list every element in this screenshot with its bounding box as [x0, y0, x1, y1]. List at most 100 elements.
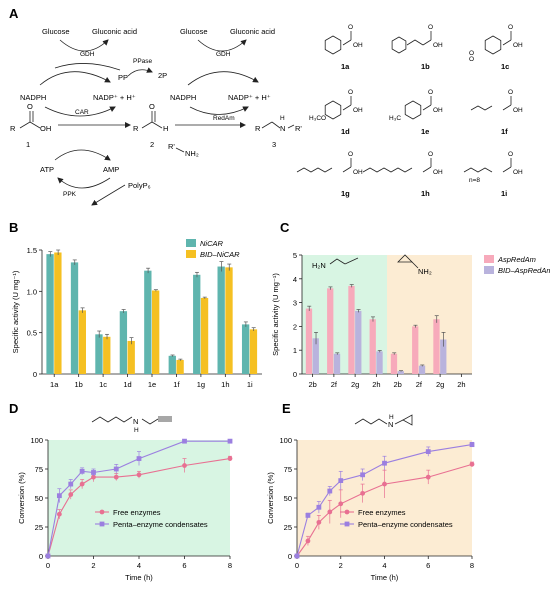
svg-text:N: N [388, 420, 393, 429]
bar-2g-0 [433, 319, 440, 374]
legend-label: Free enzymes [358, 508, 406, 517]
carboxyl-bond [502, 104, 512, 111]
redam-label: RedAm [213, 115, 235, 122]
y-tick-label: 25 [35, 523, 43, 532]
hydroxyl-label: OH [353, 107, 363, 114]
substrate-id: 1d [341, 127, 350, 136]
y-tick-label: 100 [30, 436, 43, 445]
panel-a: A Glucose Gluconic acid GDH NADPH NADP⁺ … [9, 6, 523, 206]
y-axis-label: Specific activity (U mg⁻¹) [271, 273, 280, 356]
bar-2b-1 [312, 338, 319, 374]
bar-2f-1 [418, 365, 426, 374]
y-tick-label: 0 [288, 552, 292, 561]
x-tick-label: 2h [372, 380, 380, 389]
polyp-label: PolyP₆ [128, 181, 151, 190]
amine-number: 3 [272, 140, 276, 149]
ppase-arrow [127, 67, 153, 77]
ppk-label: PPK [63, 191, 77, 198]
chain [406, 39, 424, 46]
bar-2g-0 [348, 285, 355, 374]
data-point [56, 511, 62, 517]
x-tick-label: 1f [173, 380, 180, 389]
x-tick-label: 4 [137, 561, 141, 570]
oxygen-label: O [428, 89, 433, 96]
x-tick-label: 2b [308, 380, 316, 389]
alkyl-chain [362, 167, 413, 173]
data-point [136, 456, 142, 461]
y-tick-label: 0 [33, 370, 37, 379]
substituent-label: O [469, 50, 474, 57]
x-axis-label: Time (h) [125, 573, 153, 582]
x-tick-label: 1d [123, 380, 131, 389]
carboxyl-bond [342, 166, 352, 173]
x-tick-label: 1a [50, 380, 59, 389]
bar-1d-1 [127, 340, 135, 374]
y-tick-label: 75 [284, 465, 292, 474]
atp-label: ATP [40, 165, 54, 174]
bar-2h-0 [369, 319, 376, 374]
data-point [182, 438, 187, 444]
chart-c: 0 1 2 3 4 5 2b 2f 2g 2h 2b 2f 2g 2h Specific activity … [271, 251, 550, 389]
data-point [45, 553, 51, 559]
svg-text:R: R [133, 124, 139, 133]
oxygen-label: O [348, 89, 353, 96]
x-tick-label: 1b [74, 380, 82, 389]
cofactor-arc-1 [39, 71, 111, 86]
panel-d-letter: D [9, 401, 18, 416]
panel-b-letter: B [9, 220, 18, 235]
amine-2-label: NH₂ [418, 267, 432, 276]
hydroxyl-label: OH [513, 107, 523, 114]
bar-1i-1 [249, 329, 258, 374]
svg-text:H: H [280, 115, 285, 122]
amine-1-chain [329, 258, 346, 265]
x-tick-label: 2 [339, 561, 343, 570]
bar-2f-0 [327, 288, 334, 374]
gdh-arc [59, 39, 109, 52]
svg-text:H: H [389, 414, 394, 421]
hydroxyl-label: OH [513, 42, 523, 49]
x-tick-label: 2f [416, 380, 423, 389]
substrate-id: 1a [341, 62, 350, 71]
bar-2g-1 [355, 310, 362, 374]
x-tick-label: 2g [351, 380, 359, 389]
x-tick-label: 2h [457, 380, 465, 389]
bar-1c-0 [95, 334, 103, 374]
oxygen-label: O [508, 89, 513, 96]
carboxyl-bond [342, 104, 352, 111]
hydroxyl-label: OH [433, 169, 443, 176]
benzene-ring [324, 35, 342, 55]
panel-b: B 0 0.5 1.0 1.5 1a 1b 1c 1d 1e 1f 1g 1h 1i Specific a… [9, 220, 262, 389]
y-axis-label: Conversion (%) [266, 472, 275, 524]
y-axis-label: Conversion (%) [17, 472, 26, 524]
nadph-label-2: NADPH [170, 93, 196, 102]
y-axis-label: Specific activity (U mg⁻¹) [11, 270, 20, 353]
carboxyl-bond [502, 39, 512, 46]
substrate-id: 1h [421, 189, 430, 198]
y-tick-label: 75 [35, 465, 43, 474]
data-point [316, 504, 322, 510]
bar-2b-0 [305, 308, 313, 374]
substrate-1a: O OH 1a [324, 24, 363, 71]
x-tick-label: 2 [91, 561, 95, 570]
oxygen-label: O [428, 24, 433, 31]
substrate-id: 1i [501, 189, 507, 198]
legend-label: Penta–enzyme condensates [113, 520, 208, 529]
data-point [327, 488, 333, 494]
ppase-label: PPase [133, 58, 153, 65]
data-point [305, 513, 311, 518]
substrate-1g: O OH 1g [296, 151, 363, 198]
legend-marker [99, 509, 105, 515]
bar-2h-1 [376, 351, 383, 374]
alkyl-chain [296, 167, 333, 173]
substrate-id: 1f [501, 127, 508, 136]
data-point [469, 442, 475, 448]
bar-2f-0 [412, 326, 419, 374]
x-tick-label: 1h [221, 380, 229, 389]
amine-product: R N H R' 3 [255, 115, 302, 149]
legend-swatch [484, 266, 494, 274]
carboxyl-bond [502, 166, 512, 173]
carboxyl-bond [422, 166, 432, 173]
bar-1e-0 [144, 270, 152, 374]
bar-1b-0 [70, 262, 79, 374]
benzene-ring [404, 100, 422, 120]
